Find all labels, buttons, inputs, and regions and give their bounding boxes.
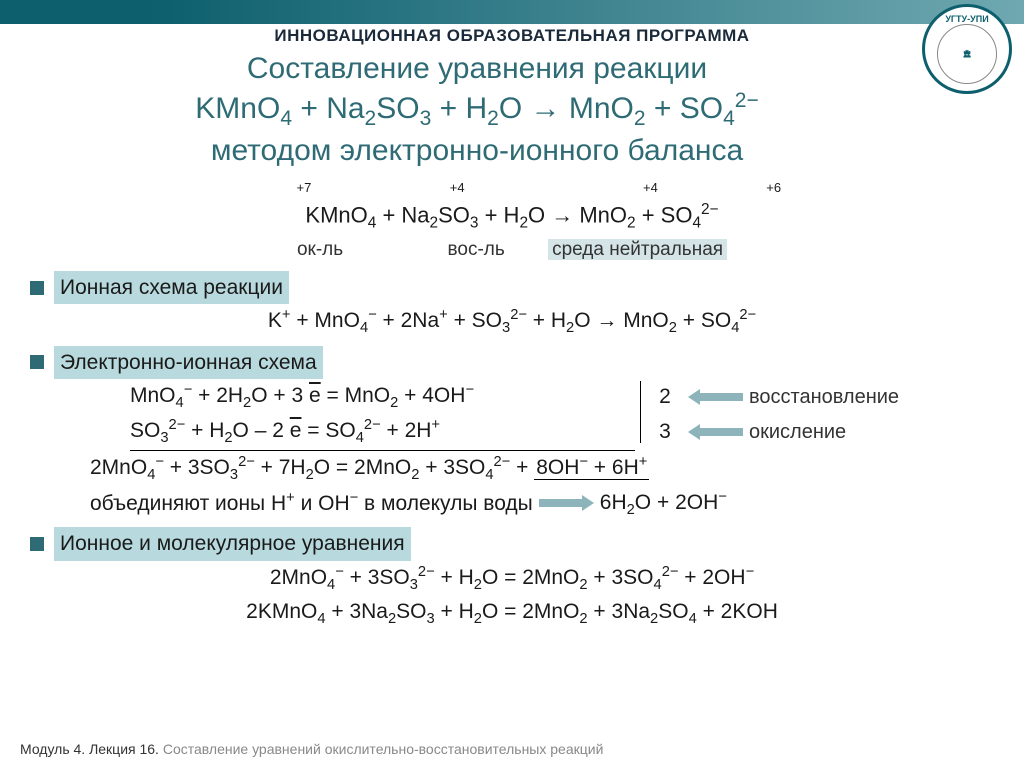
half-coef-2: 3 — [650, 416, 680, 448]
university-logo: УГТУ-УПИ 🏛 — [922, 4, 1012, 94]
sum-divider — [130, 450, 635, 451]
oxidizer-label: ок-ль — [297, 236, 357, 265]
ionic-scheme-label: Ионная схема реакции — [54, 271, 289, 305]
slide-title: Составление уравнения реакции KMnO4 + Na… — [40, 50, 914, 169]
section-electron-ionic: Электронно-ионная схема — [30, 346, 994, 380]
final-equation-2: 2KMnO4 + 3Na2SO3 + H2O = 2MnO2 + 3Na2SO4… — [30, 596, 994, 630]
slide-content: +7 +4 +4 +6 KMnO4 + Na2SO3 + H2O → MnO2 … — [30, 180, 994, 630]
footer: Модуль 4. Лекция 16. Составление уравнен… — [20, 741, 603, 757]
title-line-3: методом электронно-ионного баланса — [40, 132, 914, 170]
bullet-icon — [30, 537, 44, 551]
section-ionic-molecular: Ионное и молекулярное уравнения — [30, 527, 994, 561]
roles-row: ок-ль вос-ль среда нейтральная — [30, 236, 994, 265]
ionic-scheme-equation: K+ + MnO4− + 2Na+ + SO32− + H2O → MnO2 +… — [30, 304, 994, 339]
oxidation-label: окисление — [688, 417, 846, 447]
arrow-left-icon — [688, 424, 743, 440]
final-equation-1: 2MnO4− + 3SO32− + H2O = 2MnO2 + 3SO42− +… — [30, 561, 994, 596]
section-ionic-scheme: Ионная схема реакции — [30, 271, 994, 305]
half-eq-2: SO32− + H2O – 2 e = SO42− + 2H+ — [130, 414, 650, 449]
half-eq-1: MnO4− + 2H2O + 3 e = MnO2 + 4OH− — [130, 379, 650, 414]
title-line-2: KMnO4 + Na2SO3 + H2O → MnO2 + SO42− — [40, 88, 914, 132]
logo-text: УГТУ-УПИ — [945, 14, 988, 24]
combine-text: объединяют ионы H+ и OH− в молекулы воды — [90, 487, 533, 520]
oxidation-states-row: +7 +4 +4 +6 — [30, 178, 994, 198]
combine-note: объединяют ионы H+ и OH− в молекулы воды… — [30, 486, 994, 521]
bullet-icon — [30, 281, 44, 295]
main-equation: KMnO4 + Na2SO3 + H2O → MnO2 + SO42− — [30, 198, 994, 235]
vertical-divider — [640, 381, 641, 443]
half-reactions-block: MnO4− + 2H2O + 3 e = MnO2 + 4OH− 2 восст… — [30, 379, 994, 450]
electron-ionic-label: Электронно-ионная схема — [54, 346, 323, 380]
header-bar — [0, 0, 1024, 24]
arrow-left-icon — [688, 389, 743, 405]
environment-label: среда нейтральная — [548, 239, 727, 260]
half-reaction-2: SO32− + H2O – 2 e = SO42− + 2H+ 3 окисле… — [130, 414, 994, 449]
program-label: ИННОВАЦИОННАЯ ОБРАЗОВАТЕЛЬНАЯ ПРОГРАММА — [0, 26, 1024, 46]
bullet-icon — [30, 355, 44, 369]
reduction-label: восстановление — [688, 382, 899, 412]
half-reaction-1: MnO4− + 2H2O + 3 e = MnO2 + 4OH− 2 восст… — [130, 379, 994, 414]
arrow-right-icon — [539, 495, 594, 511]
logo-emblem: 🏛 — [937, 24, 997, 84]
reducer-label: вос-ль — [448, 236, 518, 265]
half-coef-1: 2 — [650, 381, 680, 413]
title-line-1: Составление уравнения реакции — [40, 50, 914, 88]
footer-module: Модуль 4. Лекция 16. — [20, 741, 159, 757]
ionic-molecular-label: Ионное и молекулярное уравнения — [54, 527, 411, 561]
combine-result: 6H2O + 2OH− — [600, 486, 727, 521]
footer-topic: Составление уравнений окислительно-восст… — [163, 741, 604, 757]
sum-equation: 2MnO4− + 3SO32− + 7H2O = 2MnO2 + 3SO42− … — [30, 451, 994, 486]
